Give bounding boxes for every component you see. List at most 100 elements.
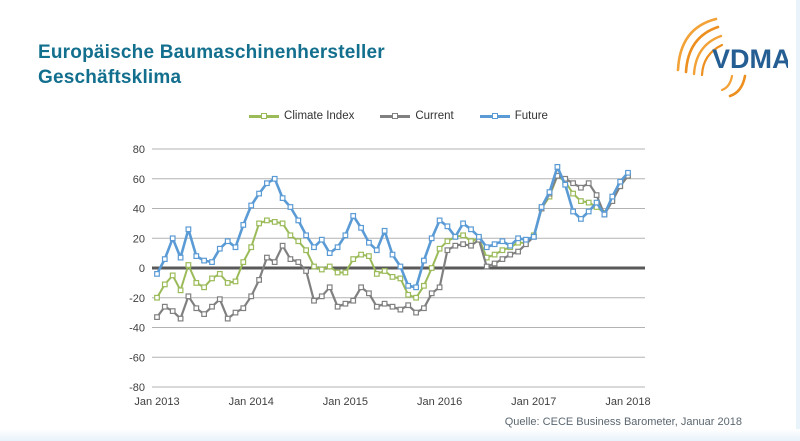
data-point-marker xyxy=(381,268,388,274)
data-point-marker xyxy=(326,263,333,270)
footer-strip xyxy=(0,429,800,441)
data-point-marker xyxy=(287,204,294,210)
data-point-marker xyxy=(444,223,451,230)
data-point-marker xyxy=(311,244,317,251)
data-point-marker xyxy=(507,242,514,249)
legend-label: Climate Index xyxy=(284,110,355,122)
legend-square-marker-icon xyxy=(491,113,498,119)
data-point-marker xyxy=(397,306,404,313)
data-point-marker xyxy=(224,315,231,322)
data-point-marker xyxy=(248,202,255,209)
data-point-marker xyxy=(248,293,255,300)
data-point-marker xyxy=(169,272,176,279)
data-point-marker xyxy=(476,233,482,240)
data-point-marker xyxy=(530,233,537,240)
data-point-marker xyxy=(491,241,498,248)
data-point-marker xyxy=(342,269,349,276)
vdma-logo: VDMA xyxy=(664,12,788,100)
data-point-marker xyxy=(578,184,584,191)
data-point-marker xyxy=(201,284,208,291)
data-point-marker xyxy=(421,257,427,264)
data-point-marker xyxy=(224,280,231,286)
data-point-marker xyxy=(264,180,270,187)
y-tick-label: 80 xyxy=(133,144,145,156)
x-tick-label: Jan 2013 xyxy=(134,396,179,408)
legend-item-climate-index: Climate Index xyxy=(249,110,354,122)
data-point-marker xyxy=(538,204,545,210)
data-point-marker xyxy=(264,254,270,261)
data-point-marker xyxy=(303,232,310,239)
data-point-marker xyxy=(326,284,333,291)
data-point-marker xyxy=(499,247,506,254)
data-point-marker xyxy=(161,256,168,263)
data-point-marker xyxy=(318,236,325,243)
data-point-marker xyxy=(209,275,215,282)
data-point-marker xyxy=(428,265,435,271)
x-tick-label: Jan 2017 xyxy=(511,396,556,408)
data-point-marker xyxy=(303,268,310,274)
legend-square-marker-icon xyxy=(392,113,399,119)
data-point-marker xyxy=(460,220,466,227)
data-point-marker xyxy=(350,256,357,263)
data-point-marker xyxy=(216,245,223,252)
data-point-marker xyxy=(201,311,208,318)
data-point-marker xyxy=(177,254,184,261)
chart-canvas: 80 60 40 20 0 -20 -40 -60 -80 Jan 2013 Jan 2014 Jan… xyxy=(129,144,651,408)
data-point-marker xyxy=(177,315,184,322)
data-point-marker xyxy=(421,282,427,289)
data-point-marker xyxy=(256,220,263,227)
data-point-marker xyxy=(381,300,388,307)
data-point-marker xyxy=(358,284,364,291)
data-point-marker xyxy=(279,195,286,201)
legend-label: Current xyxy=(415,110,454,122)
data-point-marker xyxy=(546,189,553,195)
y-tick-label: -40 xyxy=(129,323,145,335)
y-tick-label: -60 xyxy=(129,352,145,364)
data-point-marker xyxy=(452,233,459,240)
data-point-marker xyxy=(279,220,286,227)
data-point-marker xyxy=(185,262,192,268)
data-point-marker xyxy=(460,241,466,248)
data-point-marker xyxy=(232,278,239,285)
data-point-marker xyxy=(342,232,349,239)
data-point-marker xyxy=(554,164,561,170)
data-point-marker xyxy=(334,303,341,310)
data-point-marker xyxy=(578,198,584,204)
data-point-marker xyxy=(491,260,498,267)
data-point-marker xyxy=(216,271,223,277)
data-point-marker xyxy=(499,238,506,245)
data-point-marker xyxy=(209,303,215,310)
x-tick-label: Jan 2015 xyxy=(323,396,368,408)
data-point-marker xyxy=(358,224,364,231)
data-point-marker xyxy=(311,263,317,270)
page-title: Europäische Baumaschinenhersteller Gesch… xyxy=(38,40,518,90)
data-point-marker xyxy=(373,247,380,254)
data-point-marker xyxy=(617,178,624,185)
data-point-marker xyxy=(515,248,521,255)
data-point-marker xyxy=(366,290,372,297)
data-point-marker xyxy=(201,257,208,264)
data-point-marker xyxy=(389,251,396,258)
x-tick-label: Jan 2014 xyxy=(229,396,274,408)
data-point-marker xyxy=(413,309,419,316)
data-point-marker xyxy=(428,235,435,242)
data-point-marker xyxy=(295,217,302,224)
data-point-marker xyxy=(326,250,333,257)
data-point-marker xyxy=(405,302,412,309)
data-point-marker xyxy=(279,242,286,249)
data-point-marker xyxy=(405,282,412,289)
data-point-marker xyxy=(389,274,396,280)
source-caption: Quelle: CECE Business Barometer, Januar … xyxy=(504,416,742,428)
y-tick-label: -80 xyxy=(129,382,145,394)
data-point-marker xyxy=(601,211,608,218)
data-point-marker xyxy=(570,190,576,197)
data-point-marker xyxy=(161,303,168,310)
data-point-marker xyxy=(232,309,239,316)
x-tick-label: Jan 2018 xyxy=(605,396,650,408)
data-point-marker xyxy=(585,199,592,206)
data-point-marker xyxy=(216,296,223,303)
data-point-marker xyxy=(154,294,160,301)
data-point-marker xyxy=(413,284,419,291)
data-point-marker xyxy=(366,253,372,260)
data-point-marker xyxy=(287,256,294,263)
